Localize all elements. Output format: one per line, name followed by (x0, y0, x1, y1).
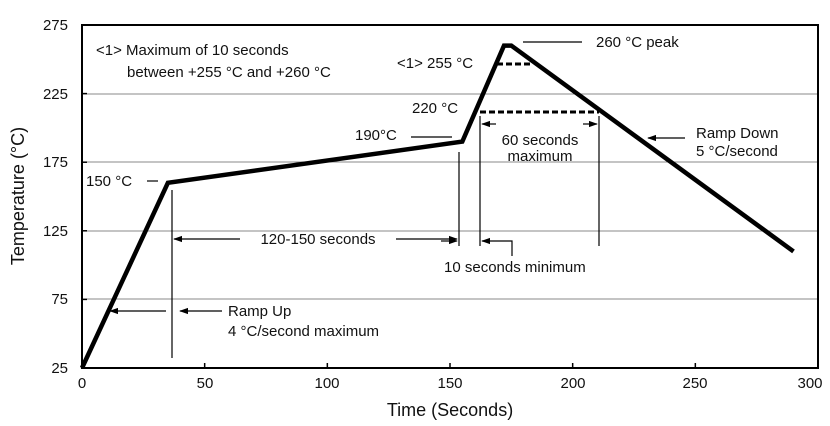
y-tick-label: 75 (51, 291, 68, 308)
annotation-ramp-up: Ramp Up (228, 303, 291, 320)
annotation-ramp-up-rate: 4 °C/second maximum (228, 323, 379, 340)
reference-marks (109, 41, 685, 358)
annotation-220c: 220 °C (412, 100, 458, 117)
annotation-60-seconds: 60 seconds (502, 132, 579, 149)
y-tick-label: 125 (43, 223, 68, 240)
ten-second-arrow-right (481, 237, 513, 256)
annotation-10-seconds-minimum: 10 seconds minimum (444, 259, 586, 276)
x-tick-label: 200 (560, 375, 585, 392)
annotation-255c: <1> 255 °C (397, 55, 473, 72)
annotation-maximum: maximum (507, 148, 572, 165)
annotation-120-150-seconds: 120-150 seconds (260, 231, 375, 248)
x-tick-label: 100 (314, 375, 339, 392)
x-axis-title: Time (Seconds) (387, 400, 513, 420)
annotations: <1> Maximum of 10 seconds between +255 °… (86, 34, 779, 340)
x-tick-label: 0 (78, 375, 86, 392)
annotation-150c: 150 °C (86, 173, 132, 190)
annotation-260c-peak: 260 °C peak (596, 34, 679, 51)
x-tick-label: 50 (197, 375, 214, 392)
annotation-ramp-down-rate: 5 °C/second (696, 143, 778, 160)
grid-lines (82, 93, 818, 300)
y-tick-label: 225 (43, 86, 68, 103)
y-tick-label: 275 (43, 17, 68, 34)
y-tick-labels: 25 75 125 175 225 275 (43, 17, 68, 377)
x-tick-label: 250 (682, 375, 707, 392)
annotation-190c: 190°C (355, 127, 397, 144)
annotation-note-line-2: between +255 °C and +260 °C (127, 64, 331, 81)
annotation-note-line-1: <1> Maximum of 10 seconds (96, 42, 289, 59)
x-tick-label: 300 (797, 375, 822, 392)
y-tick-label: 25 (51, 360, 68, 377)
annotation-ramp-down: Ramp Down (696, 125, 779, 142)
y-tick-label: 175 (43, 154, 68, 171)
y-axis-title: Temperature (°C) (8, 127, 28, 265)
x-tick-label: 150 (437, 375, 462, 392)
x-tick-labels: 0 50 100 150 200 250 300 (78, 375, 823, 392)
temperature-profile-line (79, 43, 795, 369)
